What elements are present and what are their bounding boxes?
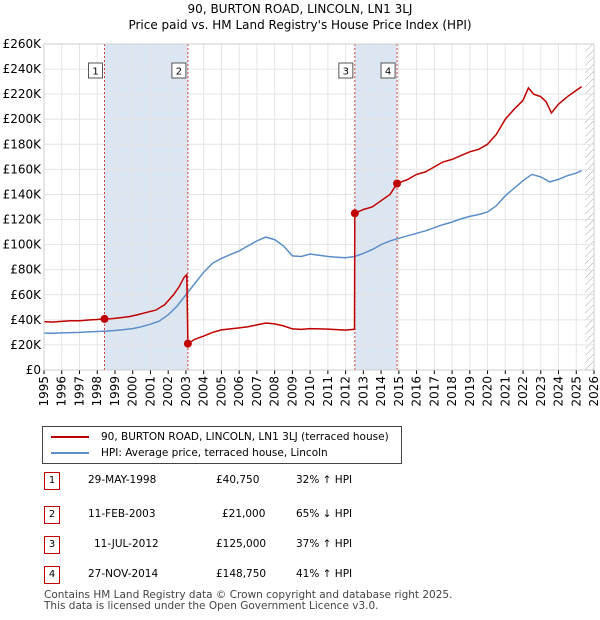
x-tick-label: 2003 (179, 376, 193, 407)
chart-legend: 90, BURTON ROAD, LINCOLN, LN1 3LJ (terra… (42, 426, 402, 464)
x-tick-label: 2024 (552, 376, 566, 407)
x-tick-label: 2008 (268, 376, 282, 407)
legend-swatch-hpi (51, 452, 89, 454)
sale-date: 11-JUL-2012 (94, 538, 159, 550)
y-tick-label: £80K (10, 263, 42, 277)
sale-hpi-change: 65% ↓ HPI (296, 508, 353, 520)
x-tick-label: 2006 (232, 376, 246, 407)
legend-label-property: 90, BURTON ROAD, LINCOLN, LN1 3LJ (terra… (101, 431, 389, 443)
x-tick-label: 1998 (90, 376, 104, 407)
y-tick-label: £200K (3, 112, 43, 126)
shaded-ownership-period (354, 44, 398, 370)
sale-point (350, 209, 359, 218)
x-tick-label: 2026 (587, 376, 600, 407)
x-tick-label: 2017 (427, 376, 441, 407)
sale-point (393, 179, 402, 188)
hpi-series-line (43, 169, 582, 335)
sale-label-number: 2 (176, 67, 182, 78)
x-tick-label: 2012 (339, 376, 353, 407)
sale-row: 4 27-NOV-2014 £148,750 41% ↑ HPI (40, 566, 440, 584)
sale-label-box (338, 62, 354, 79)
sale-row: 1 29-MAY-1998 £40,750 32% ↑ HPI (40, 472, 440, 490)
chart-title: 90, BURTON ROAD, LINCOLN, LN1 3LJ (187, 2, 413, 16)
y-tick-label: £160K (3, 162, 43, 176)
y-tick-label: £120K (3, 213, 43, 227)
x-tick-label: 2022 (516, 376, 530, 407)
x-tick-label: 2015 (392, 376, 406, 407)
x-tick-label: 1995 (37, 376, 51, 407)
sale-label-box (171, 62, 187, 79)
sale-date: 27-NOV-2014 (88, 568, 159, 580)
y-tick-label: £180K (3, 137, 43, 151)
y-tick-label: £260K (3, 37, 43, 51)
x-tick-label: 1997 (72, 376, 86, 407)
y-tick-label: £140K (3, 187, 43, 201)
forecast-hatch (585, 44, 594, 370)
x-tick-label: 2016 (410, 376, 424, 407)
x-tick-label: 2025 (569, 376, 583, 407)
y-tick-label: £220K (3, 87, 43, 101)
y-tick-label: £60K (10, 288, 42, 302)
y-tick-label: £0 (26, 363, 41, 377)
sale-price: £40,750 (216, 474, 260, 486)
y-tick-label: £100K (3, 238, 43, 252)
x-tick-label: 2001 (143, 376, 157, 407)
chart-subtitle: Price paid vs. HM Land Registry's House … (128, 18, 472, 32)
footer-licence: This data is licensed under the Open Gov… (44, 600, 379, 612)
x-tick-label: 2020 (481, 376, 495, 407)
sale-point (183, 339, 192, 348)
legend-swatch-property (51, 436, 89, 438)
sale-date: 11-FEB-2003 (88, 508, 156, 520)
sale-date: 29-MAY-1998 (88, 474, 157, 486)
sale-number-badge: 4 (44, 566, 60, 584)
x-tick-label: 1999 (108, 376, 122, 407)
sale-number-badge: 1 (44, 472, 60, 490)
sale-hpi-change: 32% ↑ HPI (296, 474, 353, 486)
sale-number-badge: 3 (44, 536, 60, 554)
sale-label-number: 1 (92, 67, 98, 78)
price-chart: 1 2 3 4 £0 £20K £40K £60K £80K £100K £120K £140K £1… (3, 37, 600, 407)
footer-copyright: Contains HM Land Registry data © Crown c… (44, 589, 453, 601)
legend-item-property: 90, BURTON ROAD, LINCOLN, LN1 3LJ (terra… (51, 430, 389, 444)
shaded-ownership-period (104, 44, 188, 370)
y-tick-label: £240K (3, 62, 43, 76)
x-tick-label: 2000 (126, 376, 140, 407)
sale-row: 2 11-FEB-2003 £21,000 65% ↓ HPI (40, 506, 440, 524)
x-tick-label: 2011 (321, 376, 335, 407)
sale-hpi-change: 41% ↑ HPI (296, 568, 353, 580)
x-tick-label: 2013 (356, 376, 370, 407)
footer: Contains HM Land Registry data © Crown c… (44, 590, 452, 612)
sale-row: 3 11-JUL-2012 £125,000 37% ↑ HPI (40, 536, 440, 554)
x-tick-label: 2007 (250, 376, 264, 407)
sale-label-box (380, 62, 396, 79)
sale-price: £21,000 (222, 508, 266, 520)
x-tick-label: 2005 (214, 376, 228, 407)
x-tick-label: 2021 (498, 376, 512, 407)
sale-price: £125,000 (216, 538, 267, 550)
x-tick-label: 2010 (303, 376, 317, 407)
x-tick-label: 2004 (197, 376, 211, 407)
sale-label-number: 4 (385, 67, 391, 78)
x-tick-label: 1996 (55, 376, 69, 407)
legend-item-hpi: HPI: Average price, terraced house, Linc… (51, 446, 328, 460)
legend-label-hpi: HPI: Average price, terraced house, Linc… (101, 447, 328, 459)
sale-price: £148,750 (216, 568, 267, 580)
sale-label-number: 3 (343, 67, 349, 78)
x-tick-label: 2009 (285, 376, 299, 407)
plot-border (43, 43, 595, 371)
x-tick-label: 2018 (445, 376, 459, 407)
sale-point (100, 314, 109, 323)
property-series-line (43, 85, 583, 346)
sale-hpi-change: 37% ↑ HPI (296, 538, 353, 550)
x-tick-label: 2002 (161, 376, 175, 407)
x-tick-label: 2023 (534, 376, 548, 407)
sale-number-badge: 2 (44, 506, 60, 524)
x-tick-label: 2019 (463, 376, 477, 407)
y-tick-label: £20K (10, 338, 42, 352)
sale-label-box (88, 62, 103, 79)
y-tick-label: £40K (10, 313, 42, 327)
x-tick-label: 2014 (374, 376, 388, 407)
